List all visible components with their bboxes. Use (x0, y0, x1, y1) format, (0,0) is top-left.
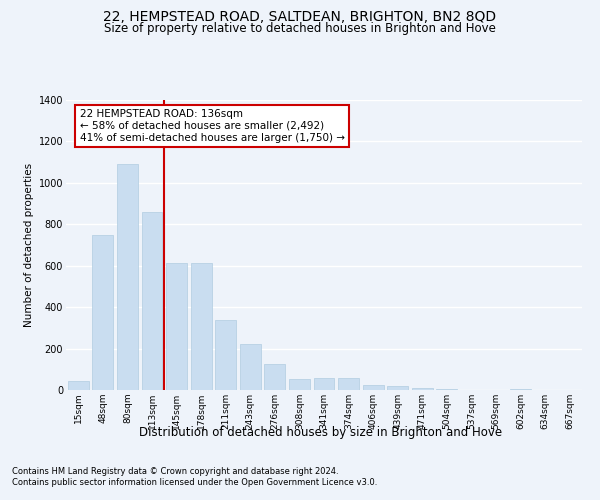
Bar (142, 212, 163, 390)
Bar (387, 386, 408, 390)
Text: 22 HEMPSTEAD ROAD: 136sqm
← 58% of detached houses are smaller (2,492)
41% of se: 22 HEMPSTEAD ROAD: 136sqm ← 58% of detac… (80, 110, 344, 142)
Bar (338, 378, 359, 390)
Text: Contains public sector information licensed under the Open Government Licence v3: Contains public sector information licen… (12, 478, 377, 487)
Bar (412, 388, 433, 390)
Bar (191, 262, 212, 390)
Text: Contains HM Land Registry data © Crown copyright and database right 2024.: Contains HM Land Registry data © Crown c… (12, 467, 338, 476)
Bar (436, 389, 457, 390)
Bar (92, 234, 113, 390)
Bar (215, 320, 236, 390)
Bar (265, 364, 286, 390)
Bar (362, 385, 383, 390)
Bar (289, 378, 310, 390)
Y-axis label: Number of detached properties: Number of detached properties (25, 163, 34, 327)
Text: Size of property relative to detached houses in Brighton and Hove: Size of property relative to detached ho… (104, 22, 496, 35)
Text: Distribution of detached houses by size in Brighton and Hove: Distribution of detached houses by size … (139, 426, 503, 439)
Text: 22, HEMPSTEAD ROAD, SALTDEAN, BRIGHTON, BN2 8QD: 22, HEMPSTEAD ROAD, SALTDEAN, BRIGHTON, … (103, 10, 497, 24)
Bar (166, 262, 187, 390)
Bar (314, 378, 334, 390)
Bar (510, 389, 531, 390)
Bar (240, 344, 261, 390)
Bar (68, 380, 89, 390)
Bar (117, 164, 138, 390)
